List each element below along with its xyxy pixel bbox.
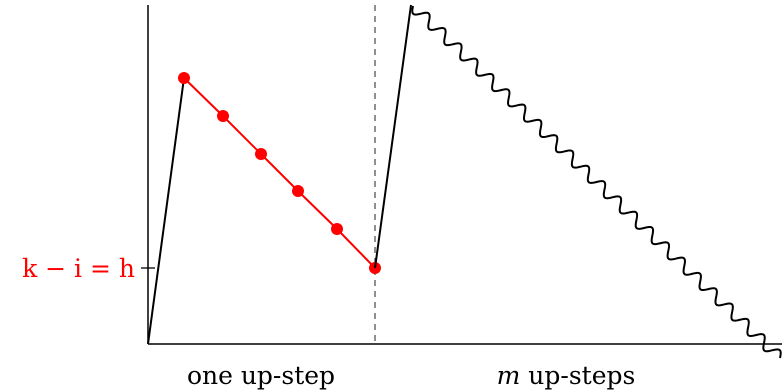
red-vertices xyxy=(178,72,381,274)
red-down-steps xyxy=(183,77,376,269)
m-variable: m xyxy=(497,361,521,390)
wavy-down-segment xyxy=(411,5,782,359)
left-section-label: one up-step xyxy=(187,361,335,390)
second-up-step xyxy=(374,4,412,269)
vertex-5 xyxy=(331,223,343,235)
vertex-4 xyxy=(292,185,304,197)
height-label: k − i = h xyxy=(22,254,135,283)
up-steps-text: up-steps xyxy=(520,361,635,390)
vertex-1 xyxy=(178,72,190,84)
vertex-2 xyxy=(217,110,229,122)
first-up-step xyxy=(147,77,185,345)
right-section-label: m up-steps xyxy=(497,361,636,390)
vertex-3 xyxy=(255,148,267,160)
